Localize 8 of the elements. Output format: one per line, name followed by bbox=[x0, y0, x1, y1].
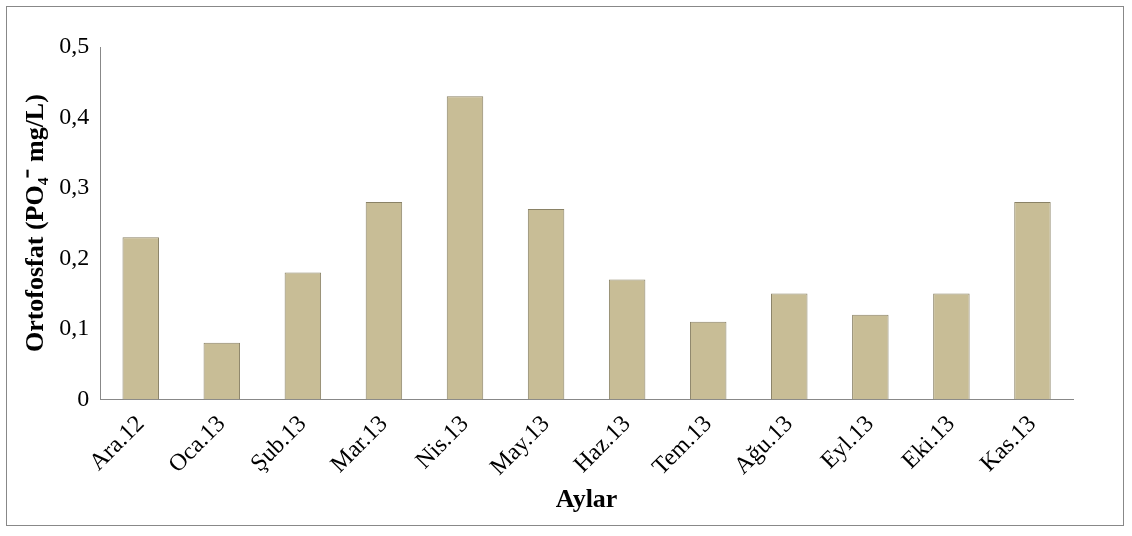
y-tick-label: 0,5 bbox=[59, 32, 90, 59]
y-axis-title: Ortofosfat (PO₄⁻ mg/L) bbox=[20, 94, 50, 353]
y-tick-label: 0 bbox=[77, 384, 90, 411]
y-tick-label: 0,1 bbox=[59, 314, 90, 341]
x-axis-title: Aylar bbox=[555, 484, 618, 514]
y-tick-label: 0,4 bbox=[59, 102, 90, 129]
y-tick-label: 0,3 bbox=[59, 173, 90, 200]
y-tick-label: 0,2 bbox=[59, 243, 90, 270]
